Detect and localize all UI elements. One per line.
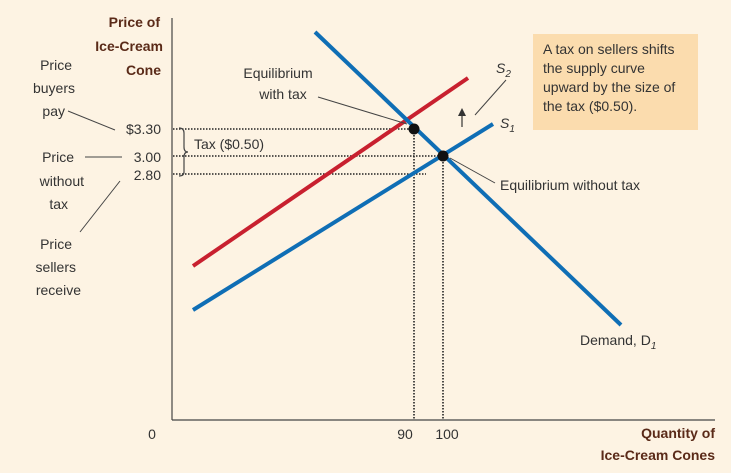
y-axis-title-3: Cone [126, 62, 161, 78]
buyers-pay-label-2: buyers [33, 80, 75, 96]
without-tax-label-2: without [39, 173, 84, 189]
callout-line-3: upward by the size of [543, 79, 676, 95]
equilibrium-without-tax-point [437, 150, 449, 162]
sellers-receive-label-1: Price [40, 236, 72, 252]
x-tick-0: 0 [148, 426, 156, 442]
callout-line-2: the supply curve [543, 60, 645, 76]
sellers-receive-leader [79, 180, 121, 233]
eq-with-tax-label-2: with tax [258, 86, 306, 102]
x-tick-100: 100 [435, 426, 459, 442]
x-axis-title-2: Ice-Cream Cones [601, 447, 716, 463]
buyers-pay-label-3: pay [42, 103, 65, 119]
sellers-receive-label-3: receive [36, 282, 81, 298]
y-tick-3-00: 3.00 [134, 149, 161, 165]
shift-arrow-head [458, 108, 466, 116]
demand-curve-d1 [313, 30, 623, 327]
buyers-pay-label-1: Price [40, 57, 72, 73]
s2-label: S2 [496, 60, 511, 80]
s2-leader [474, 79, 507, 116]
without-tax-label-1: Price [42, 149, 74, 165]
sellers-receive-label-2: sellers [36, 259, 76, 275]
without-tax-label-3: tax [49, 196, 68, 212]
callout-line-4: the tax ($0.50). [543, 98, 638, 114]
eq-with-tax-label-1: Equilibrium [243, 65, 312, 81]
y-tick-3-30: $3.30 [126, 121, 161, 137]
buyers-pay-leader [67, 110, 116, 131]
y-tick-2-80: 2.80 [134, 167, 161, 183]
x-tick-90: 90 [397, 426, 413, 442]
eq-without-tax-label: Equilibrium without tax [500, 177, 640, 193]
s1-label: S1 [500, 115, 515, 135]
tax-brace-label: Tax ($0.50) [194, 136, 264, 152]
demand-label: Demand, D1 [580, 332, 656, 352]
tax-callout-box: A tax on sellers shifts the supply curve… [533, 34, 698, 130]
tax-brace [178, 127, 189, 177]
callout-line-1: A tax on sellers shifts [543, 41, 675, 57]
supply-curve-s2 [191, 76, 470, 268]
eq-without-tax-leader [449, 157, 496, 184]
eq-with-tax-leader [317, 96, 408, 125]
y-axis-title-1: Price of [109, 14, 161, 30]
x-axis-title-1: Quantity of [641, 425, 715, 441]
equilibrium-with-tax-point [408, 123, 420, 135]
y-axis-title-2: Ice-Cream [95, 38, 163, 54]
